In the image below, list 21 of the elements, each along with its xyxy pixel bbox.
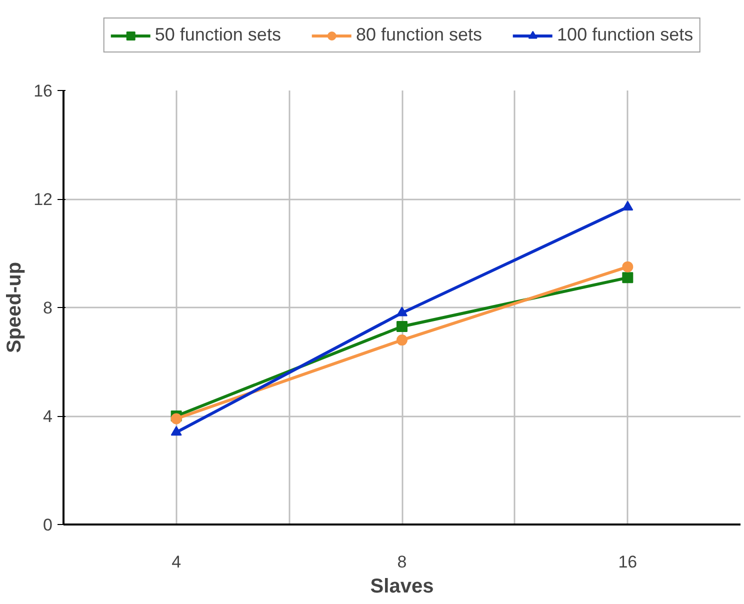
x-axis-title: Slaves <box>370 576 434 598</box>
point <box>396 320 408 332</box>
y-tick-label: 16 <box>34 82 53 100</box>
x-tick-label: 8 <box>397 552 407 572</box>
y-tick-label: 12 <box>34 190 53 209</box>
y-axis-title: Speed-up <box>4 262 26 354</box>
point <box>396 306 408 316</box>
y-tick-label: 8 <box>43 298 53 318</box>
legend-label: 50 function sets <box>154 24 281 46</box>
legend-label: 100 function sets <box>557 24 694 46</box>
x-tick-label: 16 <box>618 552 638 572</box>
point <box>170 426 182 436</box>
point <box>622 200 634 211</box>
point <box>170 413 182 424</box>
point <box>622 272 634 284</box>
y-tick-label: 4 <box>43 407 53 426</box>
y-tick-label: 0 <box>43 516 53 534</box>
x-tick-label: 4 <box>172 552 182 572</box>
point <box>396 334 408 346</box>
point <box>622 261 634 272</box>
legend-label: 80 function sets <box>356 24 482 46</box>
